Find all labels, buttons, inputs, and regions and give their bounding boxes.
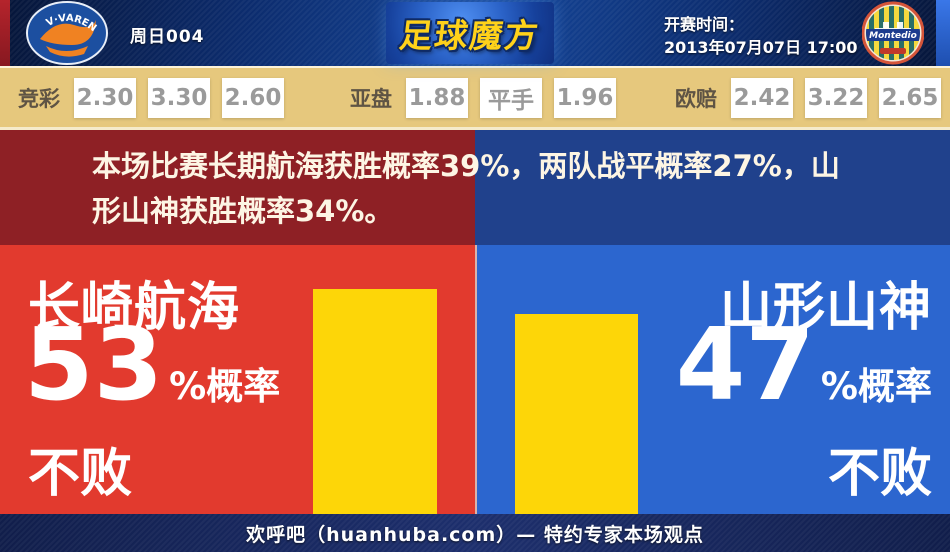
away-probability-bar [515, 314, 638, 514]
kickoff-info: 开赛时间： 2013年07月07日 17:00 [664, 13, 858, 59]
odds-value-box[interactable]: 2.30 [74, 77, 136, 118]
away-probability: 47 %概率 [676, 315, 932, 415]
match-code: 周日004 [130, 27, 205, 47]
odds-value-box[interactable]: 2.65 [879, 77, 941, 118]
v-varen-crest-icon: V·VAREN [26, 1, 108, 65]
header-bar: V·VAREN 周日004 足球魔方 开赛时间： 2013年07月07日 17:… [0, 0, 950, 66]
odds-group-label: 欧赔 [675, 86, 717, 111]
away-team-name: 山形山神 [719, 278, 932, 338]
home-verdict: 不败 [28, 444, 133, 504]
left-accent-strip [0, 0, 10, 66]
odds-value-box[interactable]: 平手 [480, 77, 542, 118]
home-probability: 53 %概率 [24, 315, 280, 415]
away-probability-value: 47 [675, 306, 815, 423]
right-accent-strip [936, 0, 950, 66]
odds-value-box[interactable]: 1.88 [406, 77, 468, 118]
away-verdict: 不败 [827, 444, 932, 504]
site-logo-text: 足球魔方 [397, 16, 543, 55]
home-probability-suffix: %概率 [169, 365, 281, 408]
kickoff-time: 2013年07月07日 17:00 [664, 38, 858, 57]
odds-value-box[interactable]: 2.42 [731, 77, 793, 118]
odds-value-box[interactable]: 1.96 [554, 77, 616, 118]
odds-group-oupei: 欧赔 2.42 3.22 2.65 [675, 77, 941, 118]
kickoff-label: 开赛时间： [664, 15, 745, 34]
home-probability-bar [313, 288, 437, 514]
odds-bar: 竞彩 2.30 3.30 2.60 亚盘 1.88 平手 1.96 欧赔 2.4… [0, 66, 950, 130]
odds-value-box[interactable]: 3.30 [148, 77, 210, 118]
odds-value-box[interactable]: 2.60 [222, 77, 284, 118]
footer-bar: 欢呼吧（huanhuba.com）— 特约专家本场观点 [0, 514, 950, 552]
summary-text: 本场比赛长期航海获胜概率39%，两队战平概率27%，山形山神获胜概率34%。 [92, 149, 840, 228]
home-panel: 长崎航海 53 %概率 不败 [0, 245, 477, 514]
site-logo: 足球魔方 [386, 2, 554, 64]
summary-band: 本场比赛长期航海获胜概率39%，两队战平概率27%，山形山神获胜概率34%。 [0, 130, 950, 245]
odds-group-label: 竞彩 [18, 86, 60, 111]
odds-value-box[interactable]: 3.22 [805, 77, 867, 118]
home-team-name: 长崎航海 [28, 278, 241, 338]
away-probability-suffix: %概率 [820, 365, 932, 408]
away-team-logo: Montedio [861, 1, 925, 65]
away-panel: 山形山神 47 %概率 不败 [477, 245, 950, 514]
montedio-crest-icon: Montedio [861, 1, 925, 65]
odds-group-yapan: 亚盘 1.88 平手 1.96 [350, 77, 616, 118]
odds-group-label: 亚盘 [350, 86, 392, 111]
odds-group-jingcai: 竞彩 2.30 3.30 2.60 [18, 77, 284, 118]
home-team-logo: V·VAREN [25, 1, 109, 65]
probability-panels: 长崎航海 53 %概率 不败 山形山神 47 %概率 不败 [0, 245, 950, 514]
home-probability-value: 53 [24, 306, 164, 423]
footer-text: 欢呼吧（huanhuba.com）— 特约专家本场观点 [246, 523, 704, 546]
away-logo-text: Montedio [869, 31, 917, 41]
